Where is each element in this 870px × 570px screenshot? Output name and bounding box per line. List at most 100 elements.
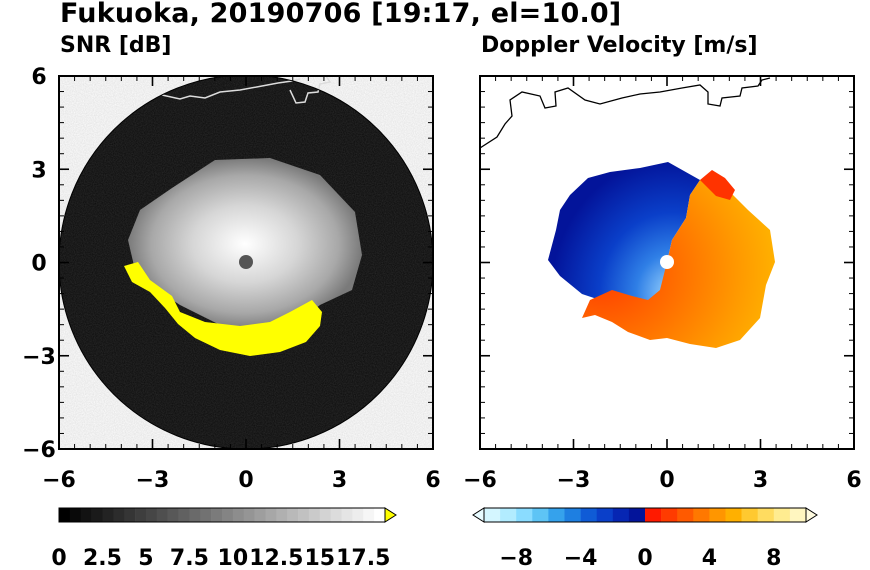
snr-axis-ticks [58, 75, 434, 450]
doppler-outbound-fringe [700, 170, 735, 200]
snr-colorbar-segment [69, 508, 82, 522]
doppler-x-tick-label: 6 [846, 468, 861, 493]
snr-colorbar-tick-label: 2.5 [83, 546, 122, 570]
doppler-colorbar-segment [484, 508, 501, 522]
doppler-colorbar-segment [741, 508, 758, 522]
doppler-colorbar-extend-high-arrow [805, 507, 818, 523]
doppler-x-tick-label: 0 [659, 468, 674, 493]
snr-colorbar-segment [243, 508, 255, 522]
doppler-x-tick-label: −6 [463, 468, 497, 493]
snr-x-tick-label: −6 [42, 468, 76, 493]
snr-echo-region [128, 158, 362, 330]
snr-colorbar-tick-label: 10 [218, 546, 249, 570]
doppler-colorbar-segment [661, 508, 678, 522]
snr-colorbar-segment [145, 508, 158, 522]
doppler-colorbar-segment [693, 508, 710, 522]
doppler-panel-title: Doppler Velocity [m/s] [481, 33, 758, 58]
snr-y-tick-label: 6 [31, 65, 46, 90]
snr-colorbar-segment [352, 508, 364, 522]
snr-colorbar-segment [167, 508, 179, 522]
snr-colorbar-tick-label: 15 [304, 546, 335, 570]
doppler-colorbar-segment [757, 508, 775, 522]
doppler-colorbar-extend-low-arrow [472, 507, 485, 523]
doppler-colorbar-segment [709, 508, 726, 522]
doppler-colorbar-segment [532, 508, 549, 522]
snr-coastline [161, 76, 332, 104]
snr-colorbar-segment [232, 508, 245, 522]
snr-colorbar-segment [254, 508, 266, 522]
snr-colorbar-segment [178, 508, 190, 522]
snr-saturation-region [124, 262, 322, 356]
snr-colorbar-tick-label: 12.5 [249, 546, 303, 570]
snr-y-tick-label: 0 [31, 252, 46, 277]
doppler-colorbar-segment [677, 508, 694, 522]
snr-panel-title: SNR [dB] [60, 33, 172, 58]
snr-colorbar-tick-label: 5 [138, 546, 153, 570]
snr-x-tick-label: 0 [238, 468, 253, 493]
snr-colorbar-tick-label: 7.5 [170, 546, 209, 570]
snr-colorbar-segment [135, 508, 147, 522]
doppler-colorbar-frame [483, 507, 807, 523]
snr-colorbar-segment [276, 508, 288, 522]
snr-colorbar-tick-label: 0 [51, 546, 66, 570]
snr-colorbar-frame [58, 507, 386, 523]
snr-colorbar-segment [298, 508, 310, 522]
snr-colorbar-tick-label: 17.5 [336, 546, 390, 570]
doppler-colorbar-segment [500, 508, 517, 522]
doppler-panel [479, 75, 855, 450]
doppler-outbound-region [582, 180, 775, 348]
doppler-colorbar-segment [580, 508, 597, 522]
doppler-x-tick-label: 3 [753, 468, 768, 493]
doppler-axis-ticks [479, 75, 855, 450]
snr-y-tick-label: 3 [31, 158, 46, 183]
doppler-colorbar-segment [645, 508, 662, 522]
doppler-colorbar-tick-label: −8 [499, 546, 533, 570]
snr-colorbar-segment [189, 508, 201, 522]
snr-colorbar-segment [308, 508, 321, 522]
snr-x-tick-label: 3 [332, 468, 347, 493]
doppler-colorbar: −8 −4 0 4 8 [472, 507, 818, 570]
axis-tick-labels: −6 −3 0 3 6 −6 −3 0 3 6 −6 −3 0 3 6 [22, 65, 862, 493]
doppler-radar-site [660, 255, 674, 269]
snr-colorbar-segment [59, 508, 71, 522]
doppler-colorbar-segment [564, 508, 581, 522]
snr-colorbar-segment [287, 508, 299, 522]
snr-colorbar-segment [265, 508, 277, 522]
snr-colorbar-segment [200, 508, 212, 522]
doppler-colorbar-tick-label: 0 [637, 546, 652, 570]
snr-colorbar: 0 2.5 5 7.5 10 12.5 15 17.5 [51, 507, 397, 570]
doppler-coastline [480, 77, 771, 149]
snr-colorbar-segment [124, 508, 136, 522]
snr-colorbar-extend-arrow [384, 507, 397, 523]
snr-colorbar-segment [341, 508, 353, 522]
snr-colorbar-segment [211, 508, 223, 522]
snr-panel [58, 75, 434, 450]
snr-colorbar-segment [91, 508, 103, 522]
doppler-colorbar-tick-label: −4 [564, 546, 598, 570]
doppler-colorbar-segment [516, 508, 533, 522]
figure-title: Fukuoka, 20190706 [19:17, el=10.0] [60, 0, 622, 29]
snr-y-tick-label: −6 [22, 438, 56, 463]
doppler-x-tick-label: −3 [557, 468, 591, 493]
snr-radar-site [239, 255, 253, 269]
doppler-colorbar-segment [725, 508, 742, 522]
snr-x-tick-label: −3 [136, 468, 170, 493]
doppler-colorbar-tick-label: 8 [766, 546, 781, 570]
snr-colorbar-segment [319, 508, 331, 522]
snr-colorbar-segment [156, 508, 168, 522]
doppler-colorbar-segment [789, 508, 807, 522]
doppler-colorbar-tick-label: 4 [702, 546, 717, 570]
snr-colorbar-segment [102, 508, 114, 522]
doppler-colorbar-segment [612, 508, 630, 522]
snr-colorbar-segment [374, 508, 386, 522]
doppler-colorbar-segment [596, 508, 614, 522]
doppler-colorbar-segment [628, 508, 646, 522]
snr-x-tick-label: 6 [425, 468, 440, 493]
snr-colorbar-segment [113, 508, 125, 522]
snr-colorbar-segment [330, 508, 342, 522]
snr-colorbar-segment [80, 508, 92, 522]
snr-colorbar-segment [222, 508, 234, 522]
doppler-colorbar-segment [548, 508, 565, 522]
snr-colorbar-segment [363, 508, 375, 522]
